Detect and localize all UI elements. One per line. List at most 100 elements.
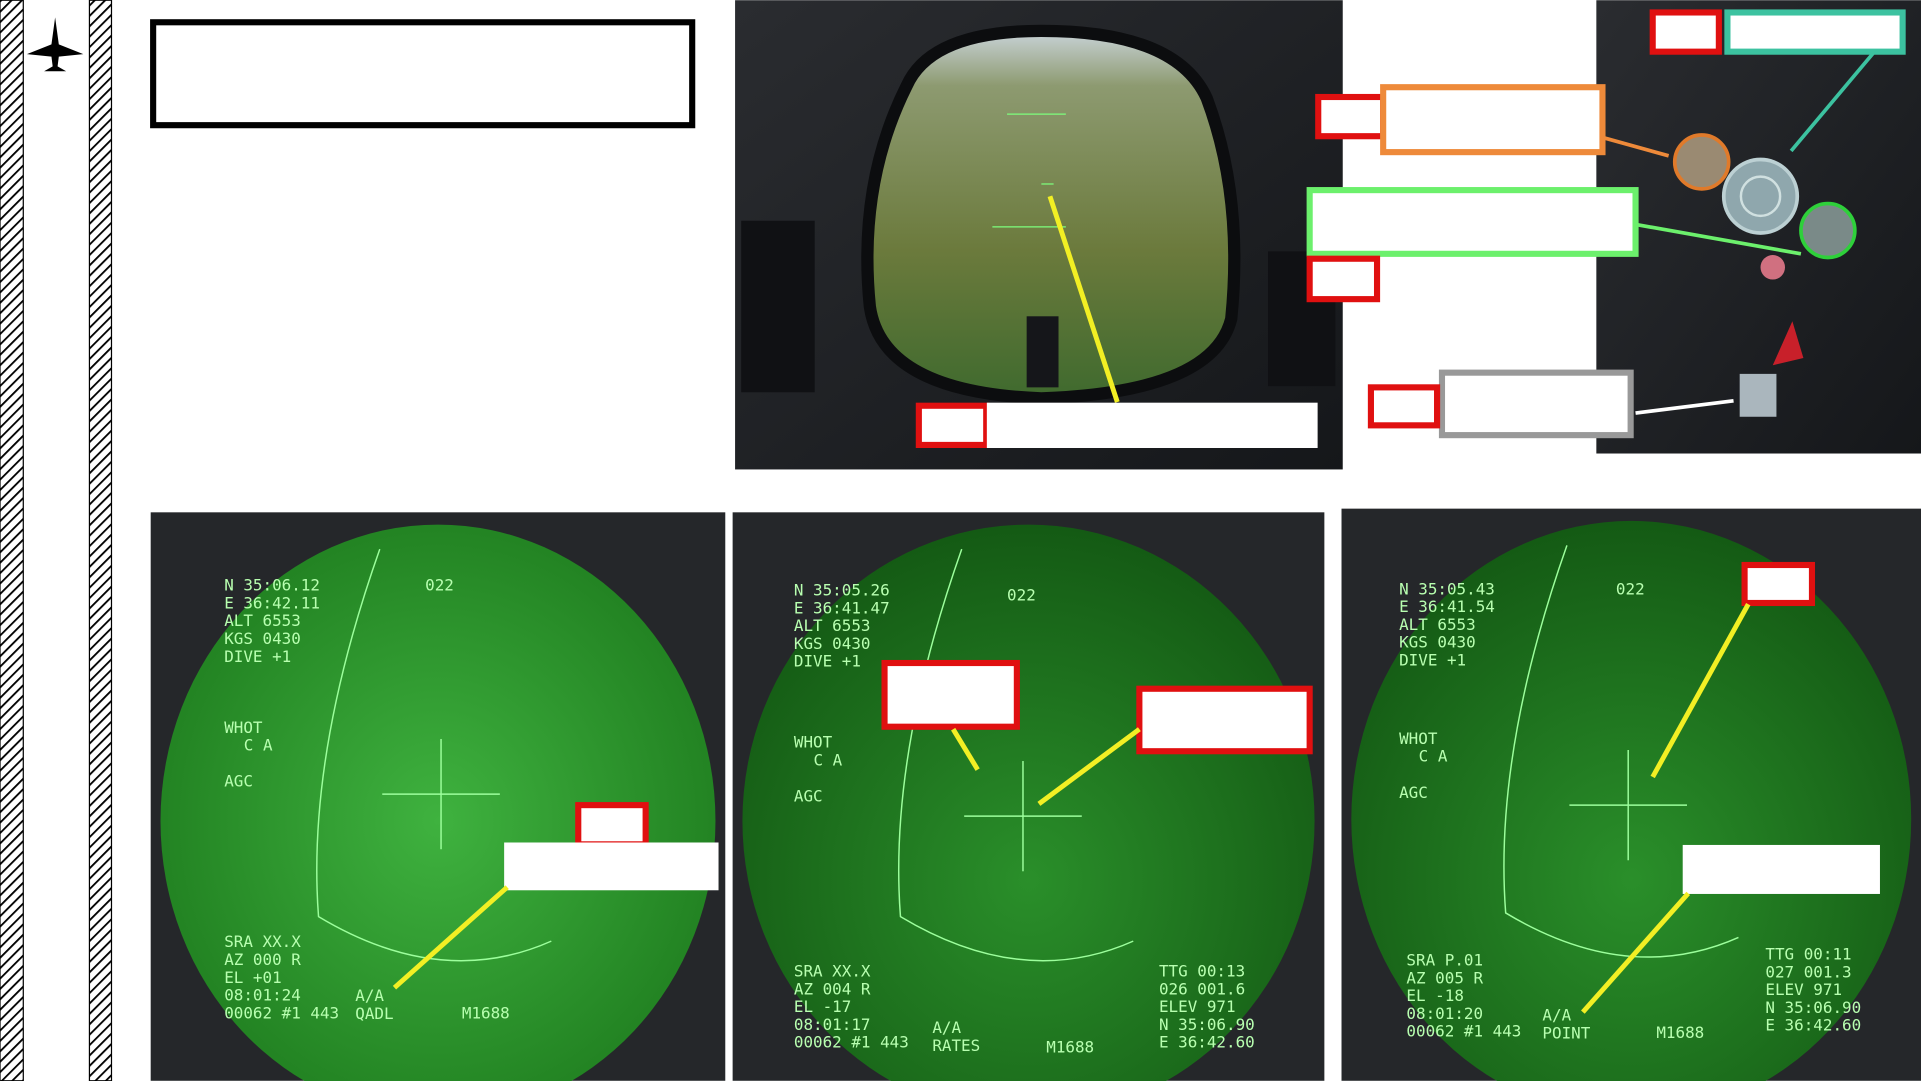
hud-text: AGC	[794, 786, 823, 805]
label-box	[1649, 9, 1722, 55]
hud-text: ALT 6553	[794, 616, 871, 635]
hud-text: N 35:05.26	[794, 581, 890, 600]
hud-text: AGC	[1399, 783, 1428, 802]
pointer	[1789, 50, 1876, 153]
hud-text: 022	[425, 576, 454, 595]
hud-text: AGC	[224, 772, 253, 791]
hud-text: 08:01:24	[224, 986, 301, 1005]
label-box	[1306, 187, 1639, 257]
label-box	[1380, 84, 1606, 156]
label-box	[1724, 9, 1906, 55]
hud-text: 022	[1007, 586, 1036, 605]
hud-text: A/A	[355, 986, 384, 1005]
hud-text: N 35:06.90	[1765, 998, 1861, 1017]
label-box	[915, 402, 990, 449]
hud-text: 00062 #1 443	[1406, 1022, 1521, 1041]
boresight-outline	[1503, 545, 1739, 958]
hud-text: DIVE +1	[224, 647, 291, 666]
hud-text: M1688	[1656, 1023, 1704, 1042]
pointer	[392, 885, 509, 990]
hud-text: AZ 004 R	[794, 979, 871, 998]
pointer	[951, 727, 980, 771]
annotations	[392, 9, 1906, 1014]
hud-text: M1688	[1046, 1038, 1094, 1057]
hud-text: 027 001.3	[1765, 962, 1851, 981]
hud-text: N 35:05.43	[1399, 579, 1495, 598]
boresight-outline	[316, 548, 552, 962]
hud-text: C A	[813, 750, 842, 769]
hud-text: C A	[1419, 747, 1448, 766]
hud-text: EL -17	[794, 997, 851, 1016]
hud-text: 00062 #1 443	[794, 1033, 909, 1052]
hud-text: QADL	[355, 1004, 393, 1023]
label-box	[1367, 384, 1441, 429]
label-box	[1682, 844, 1880, 894]
hud-text: SRA P.01	[1406, 951, 1483, 970]
label-box	[504, 842, 719, 891]
hud-text: C A	[244, 736, 273, 755]
hud-text: 022	[1616, 579, 1645, 598]
pointer	[1047, 195, 1120, 403]
label-box	[1438, 369, 1634, 439]
hud-text: TTG 00:11	[1765, 944, 1851, 963]
hud-text: 026 001.6	[1159, 979, 1245, 998]
label-box	[575, 802, 649, 848]
pointer	[1037, 727, 1141, 806]
pointer	[1635, 222, 1802, 256]
hud-text: KGS 0430	[224, 629, 301, 648]
hud-text: ALT 6553	[224, 611, 301, 630]
pointer	[1650, 603, 1751, 779]
hud-text: 08:01:20	[1406, 1004, 1483, 1023]
hud-text: N 35:06.12	[224, 576, 320, 595]
screen-display	[1351, 520, 1912, 1081]
hud-text: WHOT	[1399, 729, 1438, 748]
hud-text: ALT 6553	[1399, 615, 1476, 634]
hud-text: POINT	[1542, 1024, 1590, 1043]
pointer	[1635, 399, 1734, 415]
screen-display	[160, 524, 716, 1081]
hud-text: KGS 0430	[1399, 633, 1476, 652]
hud-text: E 36:42.60	[1765, 1016, 1861, 1035]
hud-text: AZ 005 R	[1406, 968, 1483, 987]
label-box	[1136, 685, 1313, 755]
hud-text: M1688	[462, 1003, 510, 1022]
hud-text: RATES	[932, 1036, 980, 1055]
pointer	[1601, 135, 1670, 158]
hud-text: AZ 000 R	[224, 950, 301, 969]
hud-text: ELEV 971	[1159, 997, 1236, 1016]
hud-text: DIVE +1	[1399, 650, 1466, 669]
sidebar-strip	[0, 0, 24, 1081]
controls-photo	[1596, 0, 1921, 454]
hud-text: WHOT	[794, 733, 833, 752]
sidebar-strip	[88, 0, 113, 1081]
aircraft-icon	[26, 17, 84, 72]
hud-text: ELEV 971	[1765, 980, 1842, 999]
hud-text: A/A	[932, 1018, 961, 1037]
label-box	[1315, 93, 1387, 140]
label-box	[1741, 561, 1816, 607]
hud-text: A/A	[1542, 1006, 1571, 1025]
pointer	[1581, 891, 1691, 1014]
hud-text: E 36:42.60	[1159, 1033, 1255, 1052]
hud-text: KGS 0430	[794, 634, 871, 653]
hud-text: N 35:06.90	[1159, 1015, 1255, 1034]
label-box	[881, 659, 1020, 730]
hud-text: E 36:41.47	[794, 598, 890, 617]
hud-text: DIVE +1	[794, 652, 861, 671]
hud-text: E 36:41.54	[1399, 597, 1495, 616]
label-box	[1306, 255, 1381, 303]
label-box	[986, 402, 1318, 449]
hud-text: EL +01	[224, 968, 281, 987]
hud-text: SRA XX.X	[224, 932, 301, 951]
hud-text: TTG 00:13	[1159, 962, 1245, 981]
hud-text: 08:01:17	[794, 1015, 871, 1034]
cockpit-photo	[735, 0, 1343, 470]
hud-text: SRA XX.X	[794, 962, 871, 981]
hud-text: EL -18	[1406, 986, 1463, 1005]
hud-text: E 36:42.11	[224, 593, 320, 612]
